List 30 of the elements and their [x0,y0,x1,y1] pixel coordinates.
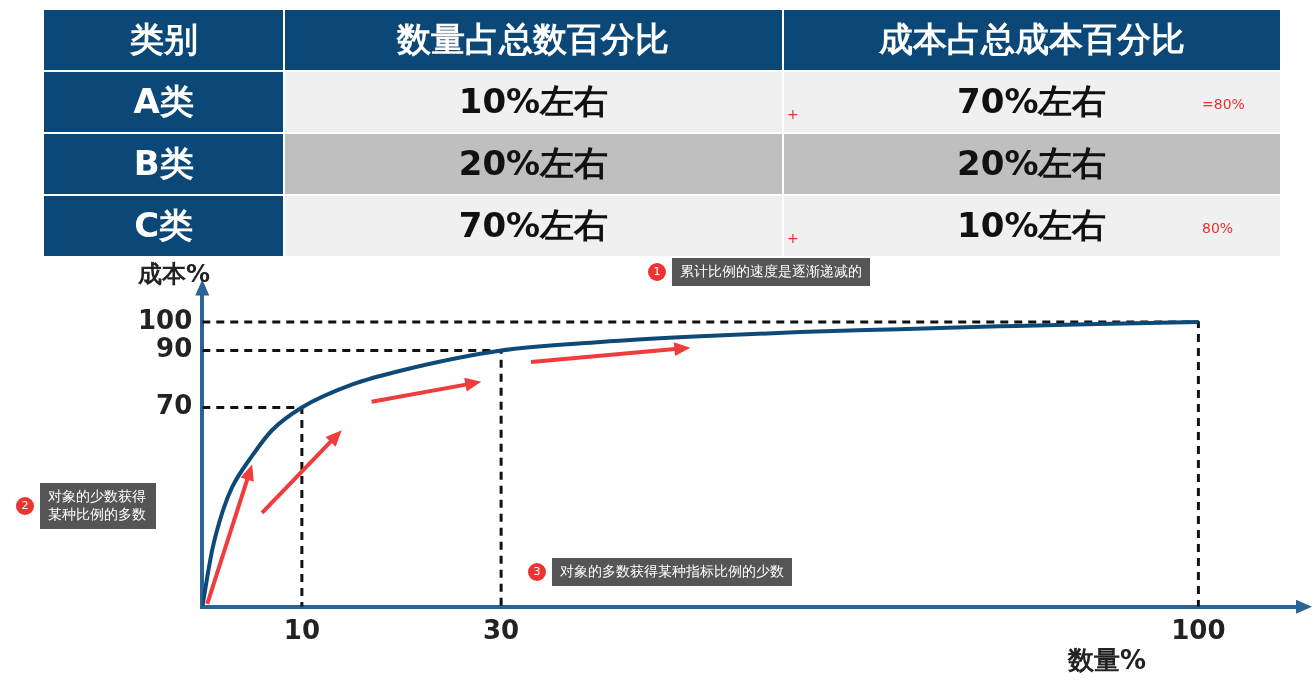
text: + [787,230,799,246]
text: C类 [43,195,285,257]
text: 80% [1202,220,1234,236]
text: 20%左右 [284,133,783,195]
y-axis-title: 成本% [138,259,211,290]
x-axis-title: 数量% [1068,644,1147,677]
x-tick-label: 30 [483,615,520,646]
text: 10%左右 [957,205,1107,245]
text: 70%左右 [957,81,1107,121]
text: 10%左右 [284,71,783,133]
text: + [787,106,799,122]
text: 1 [648,263,666,281]
text: 2 [16,497,34,515]
text: 70%左右 [284,195,783,257]
text: =80% [1202,96,1245,112]
annotation: 3 [528,563,546,581]
annotation: 对象的多数获得某种指标比例的少数 [552,558,792,586]
text: 累计比例的速度是逐渐递减的 [672,258,870,286]
text: 数量占总数百分比 [284,9,783,71]
y-tick-label: 90 [156,333,193,364]
text: 对象的少数获得某种比例的多数 [40,483,156,529]
y-tick-label: 100 [137,304,193,335]
y-tick-label: 70 [156,390,193,421]
text: 类别 [43,9,285,71]
text: 20%左右 [782,133,1281,195]
text: A类 [43,71,285,133]
x-tick-label: 100 [1171,615,1226,646]
text: 成本占总成本百分比 [782,9,1281,71]
x-tick-label: 10 [283,615,320,646]
text: B类 [43,133,285,195]
